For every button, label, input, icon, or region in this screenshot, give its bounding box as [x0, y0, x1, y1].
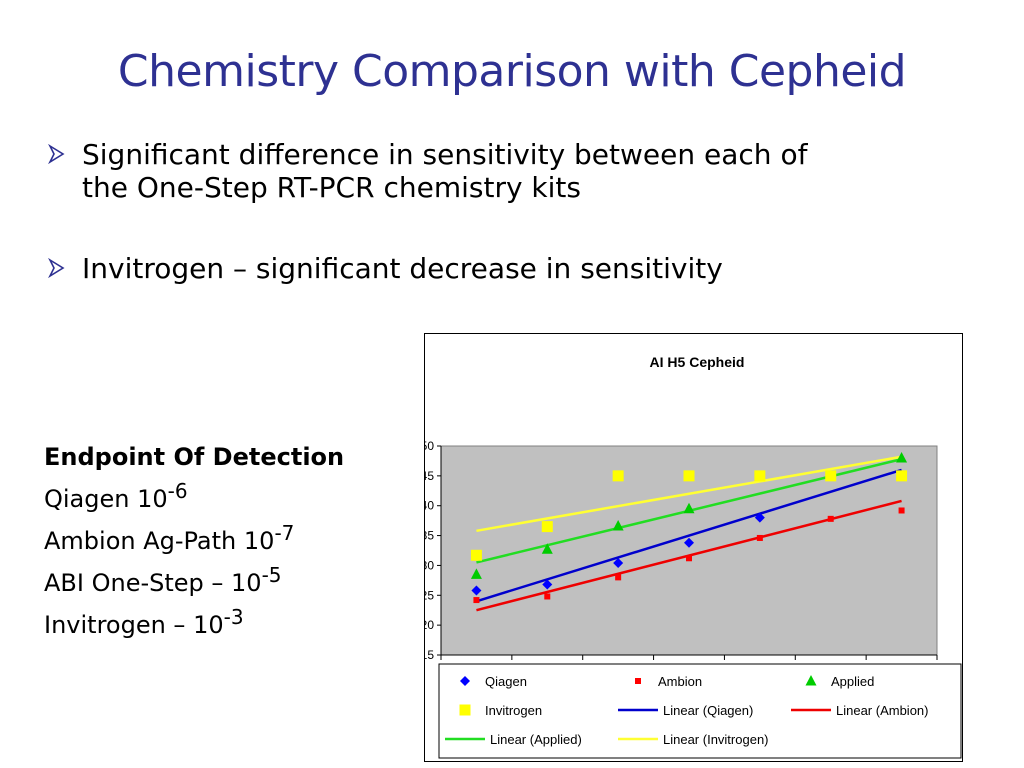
endpoint-exponent: -3	[223, 605, 244, 629]
legend-marker-applied	[805, 675, 817, 686]
data-point-invitrogen	[896, 470, 908, 482]
bullet-item: Significant difference in sensitivity be…	[48, 138, 928, 204]
y-tick-label: 15	[425, 648, 434, 662]
endpoint-item: Invitrogen – 10-3	[44, 600, 344, 642]
data-point-applied	[896, 451, 908, 463]
chart-legend: Qiagen Ambion Applied Invitrogen Linear (Qia…	[438, 663, 962, 759]
trendline-linear-invitrogen	[476, 455, 902, 533]
data-point-qiagen	[542, 579, 553, 590]
legend-marker-invitrogen	[459, 704, 471, 716]
data-point-ambion	[898, 507, 905, 514]
chart-container: AI H5 Cepheid 15 20 25 30 35 40 45 50 Qiagen Amb…	[421, 333, 963, 762]
y-tick-label: 20	[425, 618, 434, 632]
legend-box	[438, 663, 962, 759]
data-point-ambion	[544, 593, 551, 600]
legend-label: Linear (Ambion)	[836, 703, 929, 718]
legend-label: Ambion	[658, 674, 702, 689]
legend-marker-ambion	[635, 678, 641, 684]
endpoint-label: Qiagen 10	[44, 485, 168, 513]
data-point-applied	[683, 502, 695, 514]
data-point-applied	[470, 568, 482, 579]
y-tick-label: 30	[425, 558, 434, 572]
plot-area: 15 20 25 30 35 40 45 50	[421, 439, 938, 662]
data-point-applied	[612, 520, 624, 531]
endpoint-label: Ambion Ag-Path 10	[44, 527, 275, 555]
legend-label: Invitrogen	[485, 703, 542, 718]
chart-svg: AI H5 Cepheid 15 20 25 30 35 40 45 50 Qiagen Amb…	[421, 354, 962, 759]
legend-label: Linear (Applied)	[490, 732, 582, 747]
legend-label: Linear (Invitrogen)	[663, 732, 769, 747]
endpoint-item: ABI One-Step – 10-5	[44, 558, 344, 600]
endpoint-label: Invitrogen – 10	[44, 611, 224, 639]
data-point-ambion	[473, 597, 480, 604]
legend-marker-qiagen	[460, 676, 470, 686]
legend-label: Linear (Qiagen)	[663, 703, 753, 718]
y-tick-label: 25	[425, 588, 434, 602]
endpoint-exponent: -5	[261, 563, 282, 587]
endpoint-label: ABI One-Step – 10	[44, 569, 262, 597]
endpoint-item: Qiagen 10-6	[44, 474, 344, 516]
legend-label: Qiagen	[485, 674, 527, 689]
data-point-invitrogen	[825, 470, 837, 482]
endpoint-header: Endpoint Of Detection	[44, 443, 345, 471]
endpoint-exponent: -6	[167, 479, 188, 503]
data-point-invitrogen	[470, 549, 482, 561]
chart-title: AI H5 Cepheid	[650, 354, 745, 370]
data-point-ambion	[756, 534, 763, 541]
data-point-applied	[541, 543, 553, 554]
endpoint-item: Ambion Ag-Path 10-7	[44, 516, 344, 558]
slide-title: Chemistry Comparison with Cepheid	[117, 46, 907, 97]
y-tick-label: 35	[425, 529, 434, 543]
data-point-qiagen	[754, 512, 765, 523]
arrow-bullet-icon	[48, 144, 65, 164]
bullet-list: Significant difference in sensitivity be…	[48, 138, 928, 333]
data-point-ambion	[827, 515, 834, 522]
data-point-qiagen	[471, 585, 482, 596]
trendline-linear-qiagen	[476, 468, 902, 603]
y-tick-label: 45	[425, 469, 434, 483]
bullet-line: Invitrogen – significant decrease in sen…	[82, 252, 723, 285]
data-point-invitrogen	[754, 470, 766, 482]
data-point-invitrogen	[541, 521, 553, 533]
bullet-line: the One-Step RT-PCR chemistry kits	[82, 171, 581, 204]
y-tick-label: 40	[425, 499, 434, 513]
data-point-ambion	[615, 574, 622, 581]
data-point-invitrogen	[612, 470, 624, 482]
bullet-line: Significant difference in sensitivity be…	[82, 138, 808, 171]
endpoint-exponent: -7	[274, 521, 295, 545]
y-tick-label: 50	[425, 439, 434, 453]
legend-label: Applied	[831, 674, 874, 689]
data-point-ambion	[686, 555, 692, 562]
endpoint-block: Endpoint Of Detection Qiagen 10-6 Ambion…	[44, 440, 344, 642]
data-point-invitrogen	[683, 470, 695, 482]
data-point-qiagen	[684, 537, 694, 548]
arrow-bullet-icon	[48, 258, 65, 278]
bullet-item: Invitrogen – significant decrease in sen…	[48, 252, 928, 285]
data-point-qiagen	[613, 558, 624, 569]
